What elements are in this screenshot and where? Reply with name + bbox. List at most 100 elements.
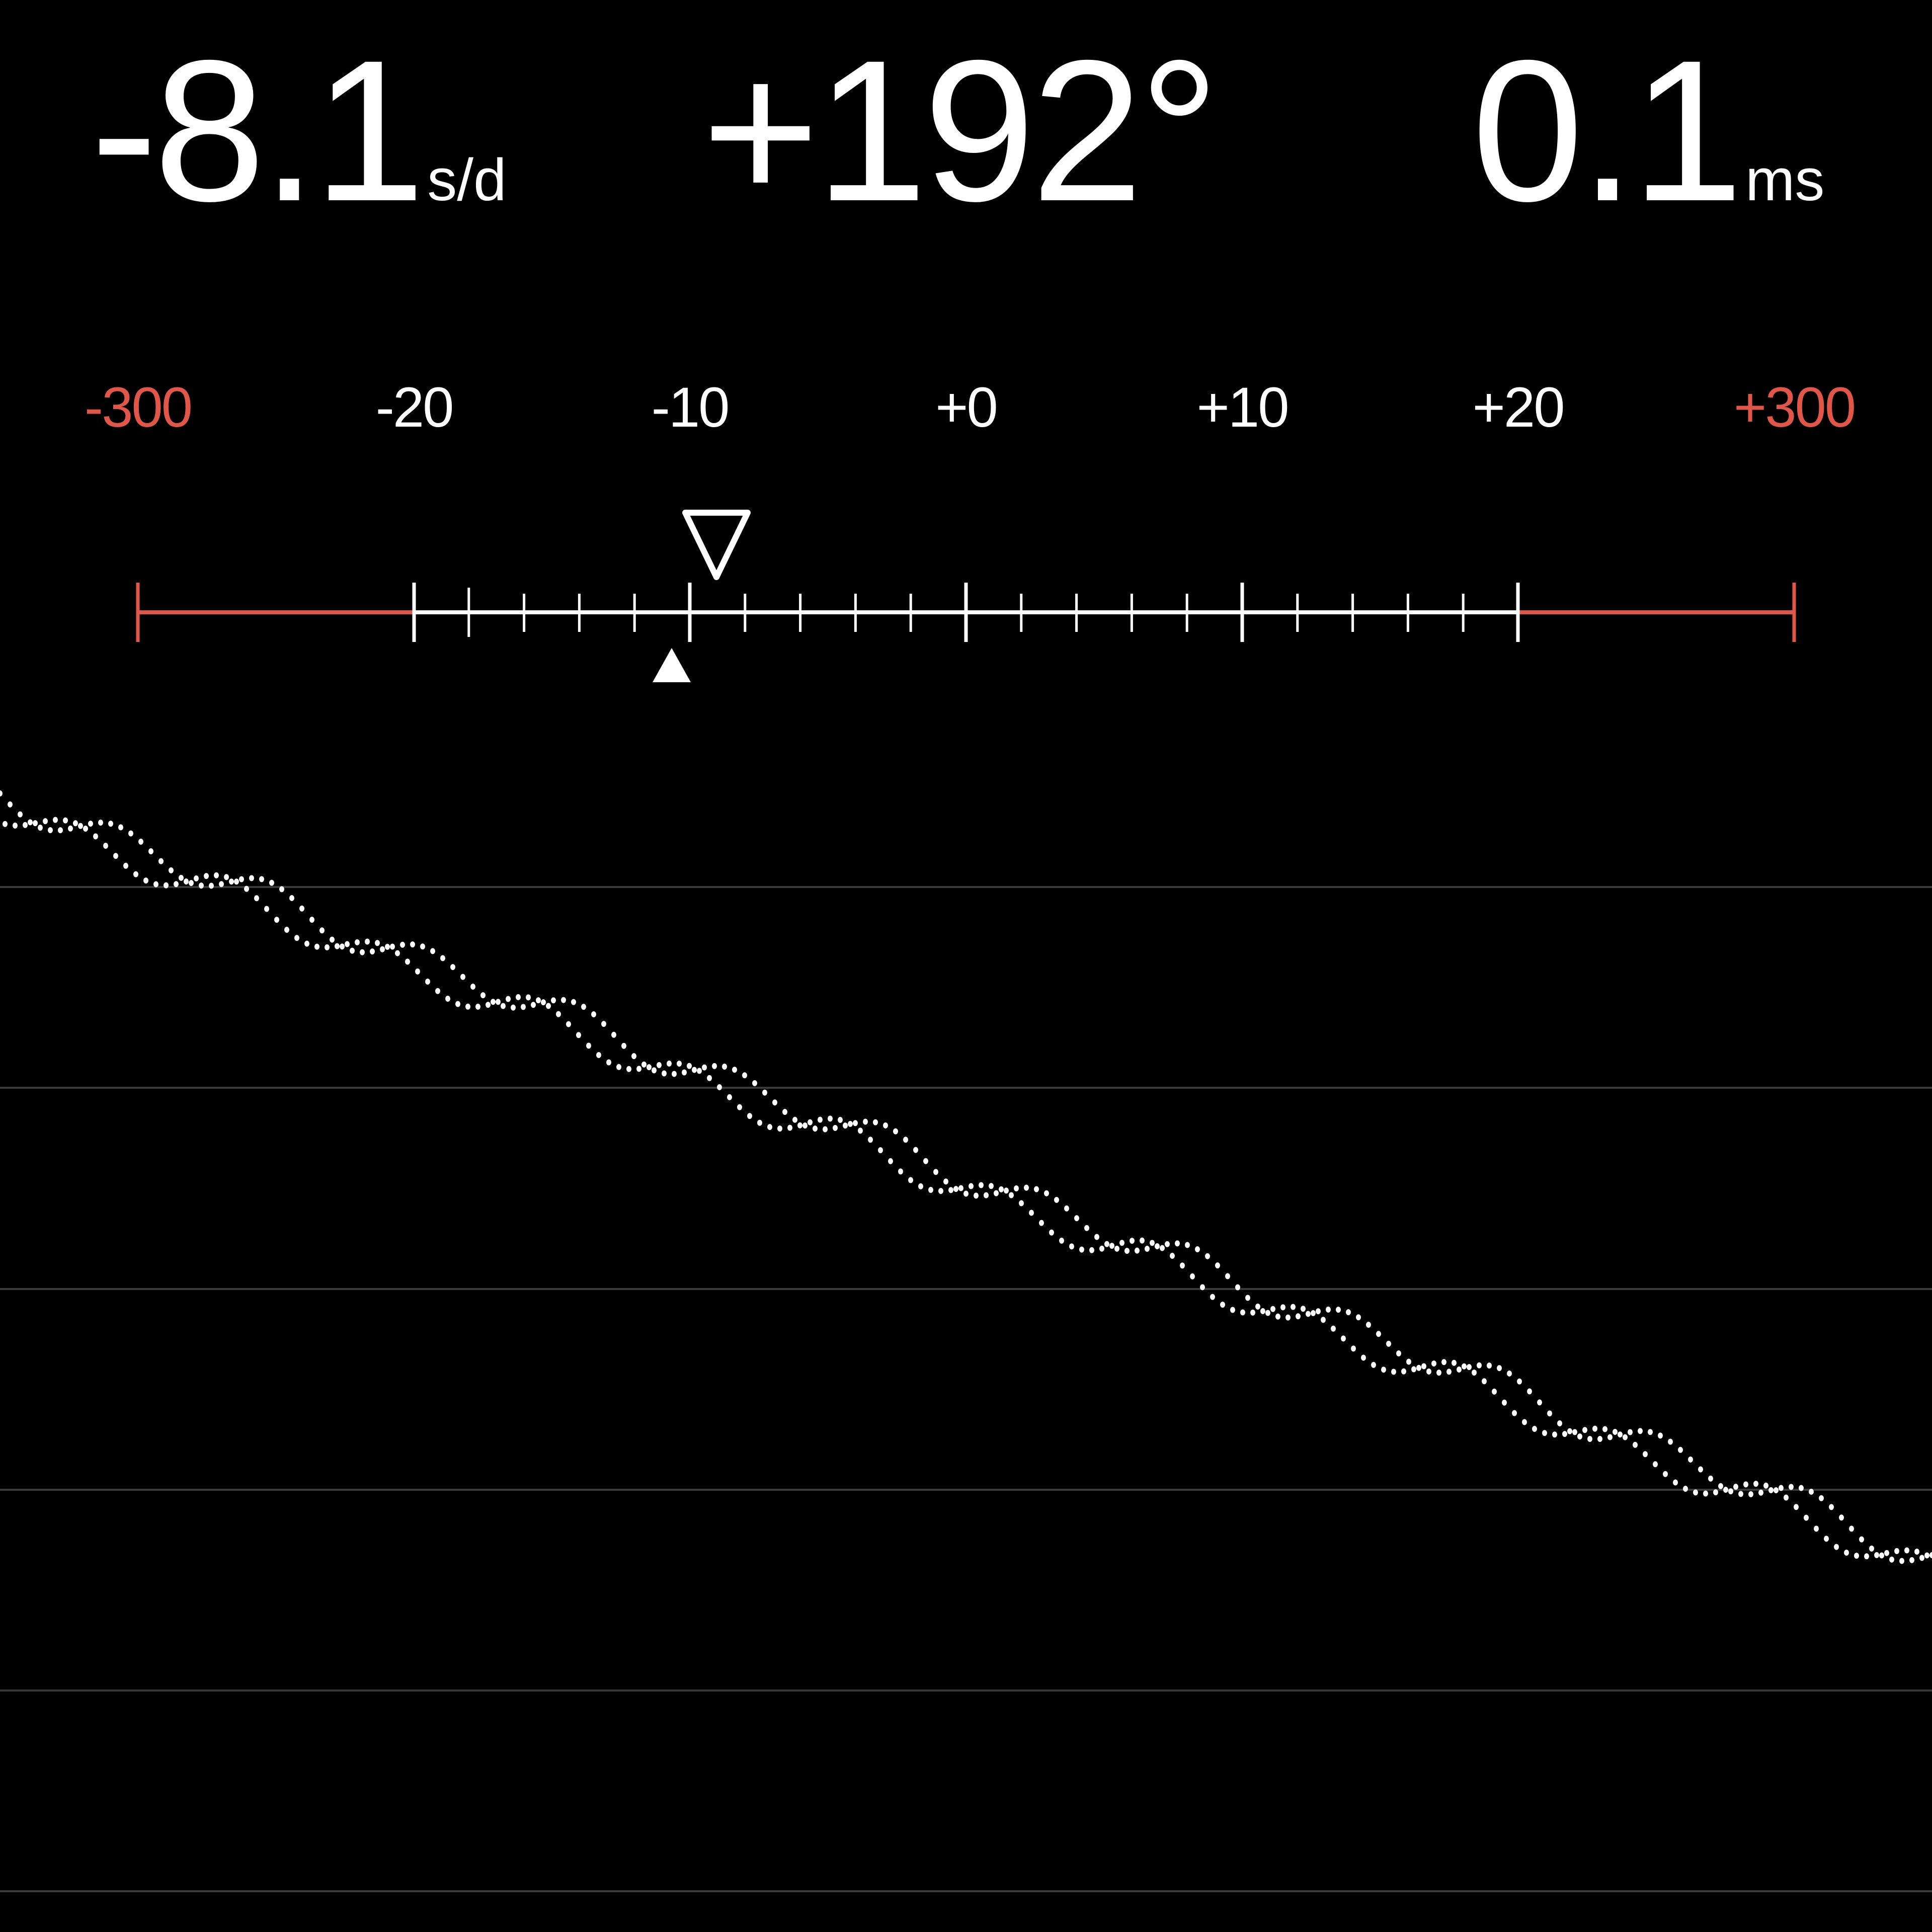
trace-dot: [1713, 1489, 1718, 1496]
trace-dot: [506, 996, 511, 1002]
trace-dot: [1728, 1488, 1733, 1495]
trace-dot: [1648, 1429, 1653, 1435]
trace-dot: [340, 943, 345, 950]
trace-dot: [204, 873, 209, 879]
scale-label: +0: [935, 376, 998, 439]
trace-dot: [1255, 1303, 1260, 1310]
trace-dot: [652, 1067, 657, 1074]
trace-dot: [526, 994, 531, 1001]
trace-dot: [641, 1061, 647, 1068]
trace-dot: [757, 1119, 762, 1126]
trace-dot: [999, 1186, 1004, 1192]
trace-dot: [1059, 1237, 1064, 1244]
trace-dot: [1311, 1310, 1316, 1316]
trace-dot: [1653, 1461, 1658, 1468]
trace-dot: [1431, 1360, 1436, 1367]
trace-dot: [1014, 1185, 1019, 1192]
trace-dot: [28, 819, 33, 826]
trace-dot: [430, 948, 435, 954]
trace-dot: [984, 1192, 989, 1198]
trace-dot: [1763, 1482, 1768, 1489]
trace-dot: [601, 1021, 606, 1027]
trace-dot: [1130, 1238, 1135, 1244]
trace-dot: [1285, 1314, 1291, 1321]
trace-dot: [1346, 1309, 1351, 1316]
trace-dot: [531, 1002, 536, 1008]
trace-dot: [234, 878, 239, 885]
trace-dot: [23, 822, 28, 828]
trace-dot: [1326, 1306, 1331, 1313]
trace-dot: [1457, 1366, 1462, 1373]
trace-dot: [350, 947, 355, 954]
trace-dot: [395, 950, 400, 956]
trace-dot: [1834, 1544, 1839, 1550]
scale-label: -10: [651, 376, 730, 439]
trace-dot: [1597, 1436, 1602, 1442]
trace-dot: [631, 1053, 636, 1060]
trace-dot: [1376, 1331, 1381, 1337]
rate-marker-triangle-icon: [653, 648, 691, 682]
trace-dot: [1265, 1310, 1270, 1316]
trace-dot: [1467, 1364, 1472, 1371]
trace-dot: [546, 1003, 551, 1009]
trace-dot: [1577, 1433, 1582, 1440]
trace-dot: [491, 999, 496, 1005]
trace-dot: [571, 999, 576, 1005]
trace-dot: [838, 1116, 843, 1123]
trace-dot: [863, 1118, 868, 1125]
trace-dot: [878, 1147, 883, 1154]
trace-dot: [636, 1066, 641, 1072]
beat-error-unit: ms: [1745, 147, 1825, 213]
trace-dot: [1160, 1245, 1165, 1251]
trace-dot: [1140, 1237, 1145, 1244]
rate-unit: s/d: [427, 147, 507, 213]
trace-dot: [672, 1071, 677, 1077]
trace-dot: [1280, 1304, 1285, 1311]
trace-dot: [385, 943, 390, 950]
trace-dot: [697, 1068, 702, 1074]
trace-dot: [460, 974, 465, 980]
trace-dot: [833, 1124, 838, 1131]
trace-dot: [1245, 1295, 1250, 1301]
trace-dot: [8, 801, 13, 808]
trace-dot: [943, 1178, 948, 1185]
trace-dot: [18, 811, 23, 818]
trace-dot: [1150, 1240, 1155, 1246]
trace-dot: [1321, 1317, 1326, 1323]
trace-dot: [1542, 1430, 1547, 1436]
trace-dot: [1623, 1434, 1628, 1440]
trace-dot: [1220, 1302, 1225, 1308]
trace-dot: [1864, 1553, 1869, 1560]
trace-dot: [1089, 1247, 1094, 1253]
trace-dot: [611, 1031, 616, 1038]
trace-dot: [118, 824, 123, 831]
trace-dot: [1743, 1481, 1748, 1488]
trace-dot: [133, 871, 138, 877]
trace-dot: [1733, 1483, 1738, 1490]
trace-dot: [1758, 1489, 1763, 1496]
trace-dot: [1844, 1550, 1849, 1556]
trace-dot: [893, 1128, 898, 1135]
trace-dot: [948, 1187, 953, 1193]
trace-dot: [78, 823, 83, 829]
trace-dot: [486, 1002, 491, 1008]
trace-dot: [1190, 1273, 1195, 1279]
trace-dot: [1180, 1262, 1185, 1269]
trace-dot: [1718, 1483, 1723, 1489]
trace-dot: [868, 1137, 873, 1143]
trace-dot: [792, 1116, 797, 1123]
trace-dot: [1567, 1428, 1572, 1434]
trace-dot: [335, 943, 340, 949]
trace-dot: [1230, 1307, 1235, 1313]
trace-dot: [1914, 1549, 1919, 1555]
trace-dot: [73, 820, 78, 827]
trace-dot: [1693, 1489, 1698, 1496]
scale-label: +10: [1196, 376, 1290, 439]
trace-dot: [1869, 1545, 1874, 1552]
trace-dot: [1723, 1486, 1728, 1493]
trace-dot: [209, 882, 214, 889]
trace-dot: [1416, 1364, 1421, 1371]
trace-dot: [737, 1104, 742, 1110]
trace-dot: [657, 1062, 662, 1068]
